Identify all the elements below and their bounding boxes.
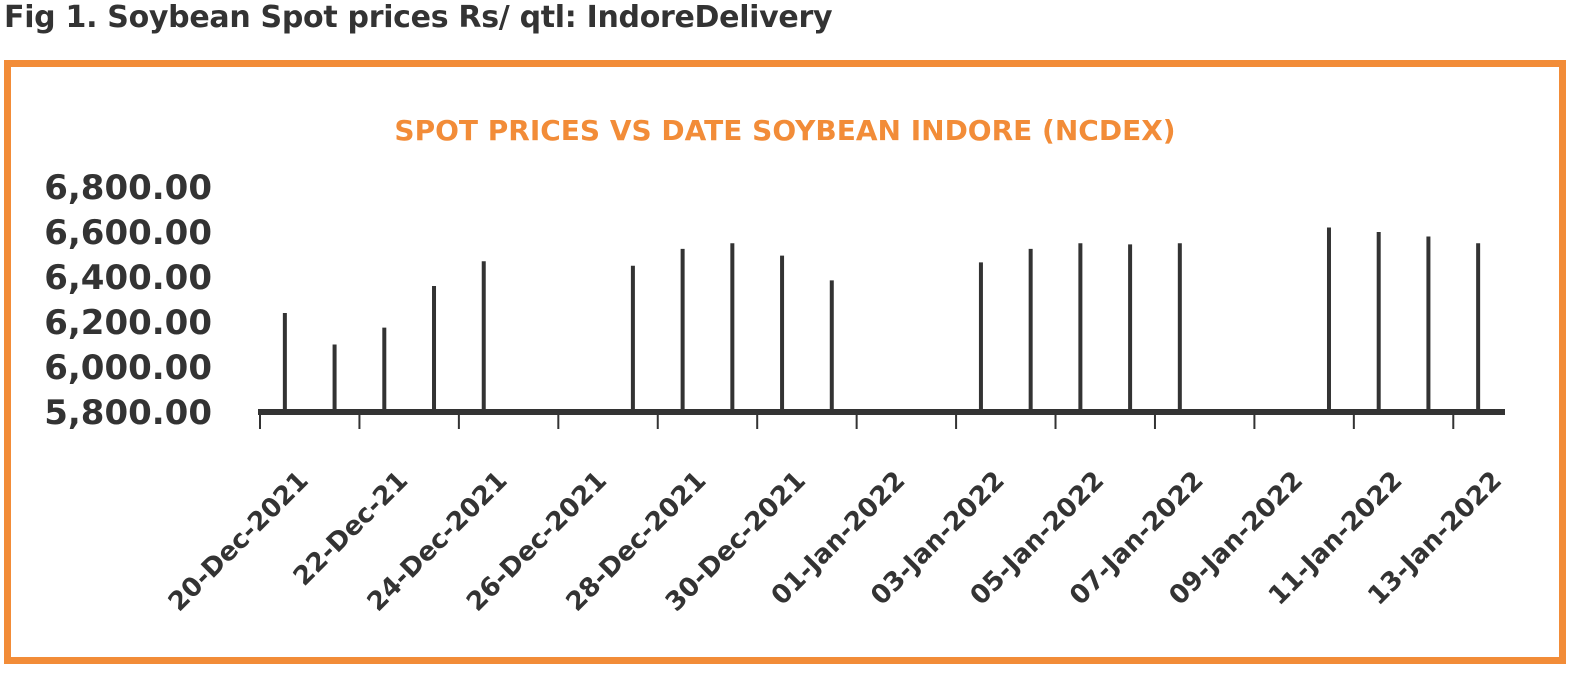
- price-bar: [382, 327, 387, 412]
- price-bar: [332, 344, 337, 412]
- price-bar: [1426, 236, 1431, 412]
- x-axis-tick: [1452, 415, 1455, 429]
- y-tick-label: 6,000.00: [44, 348, 212, 388]
- price-bar: [1476, 243, 1481, 412]
- y-tick-label: 6,400.00: [44, 258, 212, 298]
- x-axis-tick: [1253, 415, 1256, 429]
- price-bar: [780, 255, 785, 412]
- x-axis: [258, 409, 1505, 429]
- price-bar: [680, 248, 685, 412]
- price-bar: [1078, 243, 1083, 412]
- chart-frame: [4, 60, 1566, 664]
- x-axis-tick: [656, 415, 659, 429]
- price-bar: [978, 262, 983, 412]
- price-bar: [1376, 232, 1381, 412]
- x-axis-tick: [756, 415, 759, 429]
- price-bar: [730, 243, 735, 412]
- price-bar: [1177, 243, 1182, 412]
- x-axis-tick: [855, 415, 858, 429]
- x-axis-tick: [557, 415, 560, 429]
- x-axis-tick: [358, 415, 361, 429]
- x-axis-tick: [1153, 415, 1156, 429]
- x-axis-tick: [1352, 415, 1355, 429]
- x-axis-tick: [259, 415, 261, 429]
- price-bar: [1028, 248, 1033, 412]
- price-bars: [282, 227, 1481, 412]
- price-bar: [1128, 244, 1133, 412]
- y-tick-label: 6,600.00: [44, 213, 212, 253]
- chart-title: SPOT PRICES VS DATE SOYBEAN INDORE (NCDE…: [394, 114, 1175, 147]
- x-axis-tick: [955, 415, 958, 429]
- price-bar: [829, 280, 834, 412]
- price-bar: [282, 313, 287, 412]
- price-bar: [481, 261, 486, 412]
- price-bar: [1326, 227, 1331, 412]
- x-tick-label: 20-Dec-2021: [163, 466, 315, 618]
- y-tick-label: 5,800.00: [44, 393, 212, 433]
- y-tick-label: 6,800.00: [44, 168, 212, 208]
- x-axis-tick-labels: 20-Dec-202122-Dec-2124-Dec-202126-Dec-20…: [163, 466, 1508, 618]
- x-axis-tick: [1054, 415, 1057, 429]
- y-tick-label: 6,200.00: [44, 303, 212, 343]
- x-axis-line: [258, 409, 1505, 415]
- price-bar: [432, 286, 437, 412]
- x-axis-tick: [457, 415, 460, 429]
- figure-caption: Fig 1. Soybean Spot prices Rs/ qtl: Indo…: [4, 0, 833, 35]
- price-bar: [630, 265, 635, 412]
- y-axis-tick-labels: 6,800.00 6,600.00 6,400.00 6,200.00 6,000.00…: [44, 168, 212, 433]
